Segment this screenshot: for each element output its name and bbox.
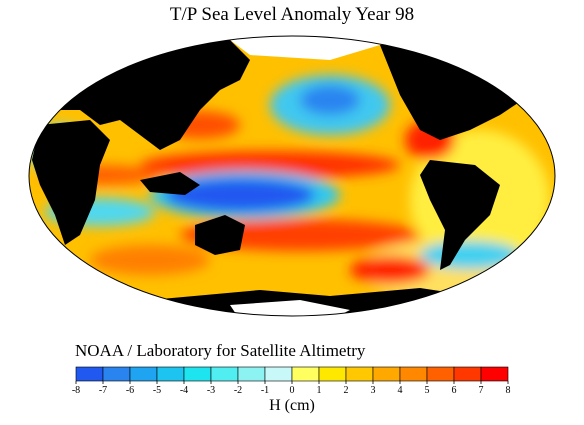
colorbar-tick-label: 8 [506, 385, 511, 396]
colorbar-segment [183, 366, 212, 382]
colorbar-tick-label: -5 [153, 385, 161, 396]
globe-outline [28, 35, 556, 317]
colorbar-segment [264, 366, 293, 382]
colorbar-tick-label: -3 [207, 385, 215, 396]
colorbar-segment [453, 366, 482, 382]
arctic [200, 36, 400, 60]
colorbar-tick-label: -8 [72, 385, 80, 396]
colorbar-segment [318, 366, 347, 382]
colorbar-segment [237, 366, 266, 382]
africa [32, 120, 110, 245]
colorbar-segment [75, 366, 104, 382]
colorbar-tick-label: -2 [234, 385, 242, 396]
credit: NOAA / Laboratory for Satellite Altimetr… [75, 341, 366, 360]
indonesia [140, 172, 200, 195]
colorbar-tick-label: 7 [479, 385, 484, 396]
colorbar-tick-label: -4 [180, 385, 188, 396]
colorbar-tick-label: 1 [317, 385, 322, 396]
colorbar-segment [399, 366, 428, 382]
colorbar-tick-label: -6 [126, 385, 134, 396]
colorbar: -8 -7 -6 -5 -4 -3 -2 -1 0 1 2 3 4 5 6 7 8 [72, 366, 511, 396]
south-america [420, 160, 500, 270]
colorbar-tick-label: 6 [452, 385, 457, 396]
colorbar-tick-label: 2 [344, 385, 349, 396]
colorbar-tick-label: 5 [425, 385, 430, 396]
map-body [29, 36, 555, 316]
colorbar-segment [291, 366, 320, 382]
map-title: T/P Sea Level Anomaly Year 98 [170, 4, 414, 25]
colorbar-segment [102, 366, 131, 382]
colorbar-label: H (cm) [269, 397, 315, 414]
colorbar-segment [129, 366, 158, 382]
colorbar-tick-label: 4 [398, 385, 403, 396]
colorbar-segment [345, 366, 374, 382]
colorbar-segment [480, 366, 509, 382]
colorbar-segment [426, 366, 455, 382]
colorbar-segment [210, 366, 239, 382]
colorbar-tick-label: -7 [99, 385, 107, 396]
colorbar-tick-label: 3 [371, 385, 376, 396]
colorbar-tick-label: 0 [290, 385, 295, 396]
colorbar-tick-label: -1 [261, 385, 269, 396]
colorbar-segment [156, 366, 185, 382]
eurasia [30, 40, 250, 150]
australia [195, 215, 245, 255]
colorbar-segment [372, 366, 401, 382]
